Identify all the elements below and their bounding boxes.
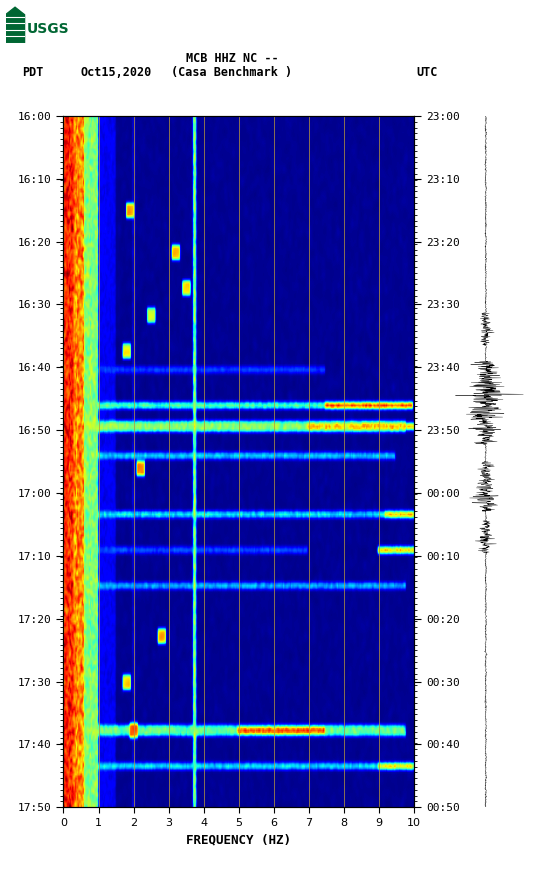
X-axis label: FREQUENCY (HZ): FREQUENCY (HZ) [186, 833, 291, 847]
Polygon shape [6, 7, 24, 43]
Text: USGS: USGS [27, 21, 70, 36]
Text: PDT: PDT [22, 66, 44, 78]
Text: Oct15,2020: Oct15,2020 [80, 66, 151, 78]
Text: (Casa Benchmark ): (Casa Benchmark ) [171, 66, 293, 78]
Text: MCB HHZ NC --: MCB HHZ NC -- [185, 53, 278, 65]
Text: UTC: UTC [417, 66, 438, 78]
